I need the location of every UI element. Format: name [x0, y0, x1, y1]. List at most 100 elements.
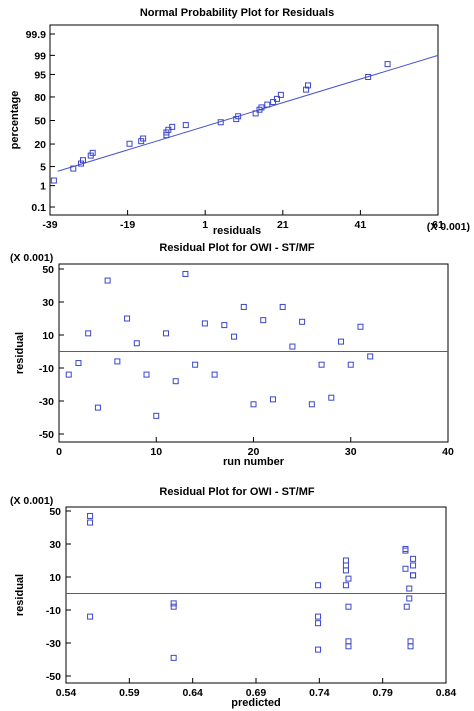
chart2-point — [143, 371, 150, 378]
chart3-plot-frame — [65, 506, 447, 684]
chart2-plot-frame — [58, 263, 449, 443]
chart3-point — [410, 555, 417, 562]
chart2-point — [65, 371, 72, 378]
chart1-y-tick-label: 99 — [34, 50, 46, 62]
chart2-x-tick-label: 10 — [150, 446, 162, 458]
chart2-title: Residual Plot for OWI - ST/MF — [159, 242, 315, 254]
chart3-y-tick-label: -10 — [46, 605, 61, 617]
chart1-x-tick-label: 61 — [432, 219, 444, 231]
chart3-x-tick-label: 0.84 — [436, 687, 457, 699]
chart3-point — [406, 595, 413, 602]
chart2-x-tick-label: 0 — [56, 446, 62, 458]
chart3-point — [170, 654, 177, 661]
chart1-y-axis-label: percentage — [9, 91, 21, 150]
chart1-point — [264, 101, 271, 108]
chart3-x-tick-label: 0.69 — [246, 687, 267, 699]
chart1-x-multiplier: (X 0.001) — [427, 221, 470, 233]
chart3-x-tick-label: 0.54 — [56, 687, 77, 699]
chart2-point — [75, 360, 82, 367]
chart3-point — [407, 643, 414, 650]
chart1-point — [79, 157, 86, 164]
chart3-point — [345, 643, 352, 650]
chart3-point — [342, 567, 349, 574]
chart2-point — [124, 315, 131, 322]
chart2-y-axis-label: residual — [14, 332, 26, 374]
chart3-point — [410, 562, 417, 569]
chart2-point — [201, 320, 208, 327]
chart1-x-tick-label: 41 — [355, 219, 367, 231]
chart3-x-tick-label: 0.74 — [309, 687, 330, 699]
chart3-y-axis-label: residual — [14, 574, 26, 616]
chart2-x-tick-label: 40 — [442, 446, 454, 458]
chart2-point — [308, 401, 315, 408]
chart3-point — [402, 565, 409, 572]
chart2-point — [299, 318, 306, 325]
chart3-point — [87, 613, 94, 620]
chart3-point — [407, 638, 414, 645]
chart3-x-tick-label: 0.79 — [372, 687, 393, 699]
chart3-y-tick-label: 50 — [49, 506, 61, 518]
chart2-point — [328, 394, 335, 401]
chart3-point — [342, 562, 349, 569]
chart2-point — [172, 378, 179, 385]
chart3-point — [315, 582, 322, 589]
chart2-point — [153, 412, 160, 419]
chart2-point — [260, 317, 267, 324]
chart3-point — [315, 620, 322, 627]
chart1-y-tick-label: 5 — [40, 162, 46, 174]
chart1-point — [384, 61, 391, 68]
chart1-plot-frame — [49, 24, 439, 216]
chart3-point — [410, 572, 417, 579]
chart1-point — [270, 99, 277, 106]
chart3-x-tick-label: 0.59 — [119, 687, 140, 699]
chart1-point — [140, 135, 147, 142]
chart2-point — [182, 270, 189, 277]
chart2-point — [367, 353, 374, 360]
chart2-point — [221, 322, 228, 329]
chart3-point — [170, 600, 177, 607]
chart3-title: Residual Plot for OWI - ST/MF — [159, 486, 315, 498]
chart2-point — [240, 303, 247, 310]
chart3-y-tick-label: 30 — [49, 539, 61, 551]
chart3-point — [345, 638, 352, 645]
chart1-point — [78, 160, 85, 167]
chart2-point — [85, 330, 92, 337]
chart3-point — [87, 512, 94, 519]
chart2-point — [192, 361, 199, 368]
chart2-y-multiplier: (X 0.001) — [10, 252, 53, 264]
chart1-x-axis-label: residuals — [213, 225, 261, 237]
chart2-y-tick-label: -10 — [39, 363, 54, 375]
chart1-y-tick-label: 80 — [34, 92, 46, 104]
chart1-y-tick-label: 95 — [34, 69, 46, 81]
chart2-x-tick-label: 20 — [248, 446, 260, 458]
chart1-point — [252, 110, 259, 117]
chart1-x-tick-label: 1 — [202, 219, 208, 231]
chart3-x-tick-label: 0.64 — [182, 687, 203, 699]
chart2-point — [250, 401, 257, 408]
chart3-y-multiplier: (X 0.001) — [10, 495, 53, 507]
chart2-point — [318, 361, 325, 368]
chart2-y-tick-label: -30 — [39, 396, 54, 408]
chart1-point — [182, 122, 189, 129]
chart2-point — [94, 404, 101, 411]
chart1-point — [126, 140, 133, 147]
chart2-x-tick-label: 30 — [345, 446, 357, 458]
chart2-point — [211, 371, 218, 378]
chart3-x-axis-label: predicted — [231, 697, 281, 709]
chart2-point — [162, 330, 169, 337]
chart1-point — [365, 73, 372, 80]
chart1-point — [277, 91, 284, 98]
chart3-point — [345, 603, 352, 610]
chart1-point — [89, 149, 96, 156]
chart3-point — [345, 575, 352, 582]
chart1-title: Normal Probability Plot for Residuals — [140, 7, 334, 19]
chart1-y-tick-label: 20 — [34, 139, 46, 151]
chart1-y-tick-label: 1 — [40, 181, 46, 193]
chart2-point — [279, 303, 286, 310]
chart3-point — [402, 547, 409, 554]
chart1-x-tick-label: -19 — [120, 219, 135, 231]
chart1-point — [303, 86, 310, 93]
chart2-y-tick-label: -50 — [39, 429, 54, 441]
chart3-point — [402, 545, 409, 552]
